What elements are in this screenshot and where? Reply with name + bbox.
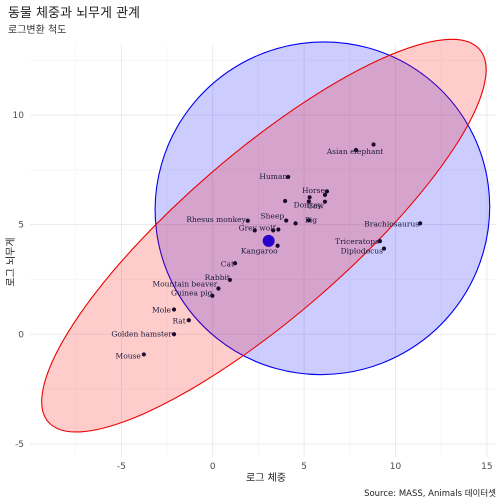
label-guinea-pig: Guinea pig	[171, 289, 213, 298]
point-african-elephant	[371, 142, 376, 147]
ellipse-red	[41, 38, 487, 433]
label-donkey: Donkey	[294, 200, 323, 209]
point-mountain-beaver	[216, 286, 221, 291]
point-donkey	[306, 199, 311, 204]
label-rat: Rat	[172, 316, 185, 325]
point-potar-monkey	[252, 228, 257, 233]
point-grey-wolf	[276, 227, 281, 232]
point-rhesus-monkey	[245, 218, 250, 223]
point-kangaroo	[275, 243, 280, 248]
label-brachiosaurus: Brachiosaurus	[364, 219, 419, 228]
y-tick-label: 10	[13, 111, 25, 121]
y-tick-label: -5	[15, 440, 24, 450]
point-guinea-pig	[210, 293, 215, 298]
label-cow: Cow	[307, 202, 324, 211]
point-asian-elephant	[353, 147, 359, 153]
y-axis-label: 로그 뇌무게	[5, 237, 17, 286]
label-rabbit: Rabbit	[205, 273, 230, 282]
point-jaguar	[293, 221, 298, 226]
x-tick-label: 15	[481, 462, 492, 472]
axis-ticks: -5 0 5 10 15 -5 0 5 10	[13, 111, 493, 472]
label-cat: Cat	[221, 259, 234, 268]
grid	[30, 45, 496, 457]
point-cat	[232, 261, 238, 266]
point-horse	[322, 192, 328, 197]
label-horse: Horse	[302, 186, 325, 195]
point-triceratops	[377, 239, 383, 244]
ellipses	[41, 38, 491, 433]
point-gorilla	[307, 195, 312, 200]
label-rhesus-monkey: Rhesus monkey	[186, 215, 246, 224]
x-tick-label: 10	[390, 462, 402, 472]
chart-subtitle: 로그변환 척도	[8, 24, 66, 36]
point-cow	[322, 199, 328, 204]
point-pig	[306, 218, 311, 223]
label-asian-elephant: Asian elephant	[326, 147, 384, 156]
point-golden-hamster	[171, 332, 177, 337]
x-tick-label: 5	[301, 462, 307, 472]
label-sheep: Sheep	[261, 212, 285, 221]
point-giraffe	[324, 189, 330, 194]
label-diplodocus: Diplodocus	[341, 247, 383, 256]
ellipse-blue	[154, 41, 491, 376]
point-brachiosaurus	[418, 221, 423, 226]
chart-caption: Source: MASS, Animals 데이터셋	[364, 488, 496, 499]
label-human: Human	[259, 172, 287, 181]
label-pig: Pig	[305, 215, 317, 224]
point-diplodocus	[381, 246, 387, 251]
label-grey-wolf: Grey wolf	[239, 224, 277, 233]
data-points	[141, 142, 423, 357]
label-kangaroo: Kangaroo	[241, 247, 278, 256]
y-tick-label: 5	[18, 221, 24, 231]
label-mountain-beaver: Mountain beaver	[152, 279, 217, 288]
label-mouse: Mouse	[116, 351, 142, 360]
point-human	[286, 174, 291, 180]
point-mole	[171, 307, 177, 312]
centroid-point	[262, 234, 275, 247]
label-mole: Mole	[152, 306, 172, 315]
point-chimpanzee	[283, 198, 288, 204]
chart-title: 동물 체중과 뇌무게 관계	[8, 6, 140, 21]
point-rabbit	[227, 277, 233, 283]
y-tick-label: 0	[18, 330, 24, 340]
label-triceratops: Triceratops	[335, 237, 379, 246]
x-tick-label: 0	[210, 462, 216, 472]
point-rat	[186, 318, 191, 323]
x-tick-label: -5	[117, 462, 126, 472]
point-goat	[271, 228, 276, 233]
x-axis-label: 로그 체중	[246, 472, 286, 484]
point-sheep	[284, 218, 289, 223]
point-mouse	[141, 352, 146, 357]
label-golden-hamster: Golden hamster	[111, 329, 172, 338]
